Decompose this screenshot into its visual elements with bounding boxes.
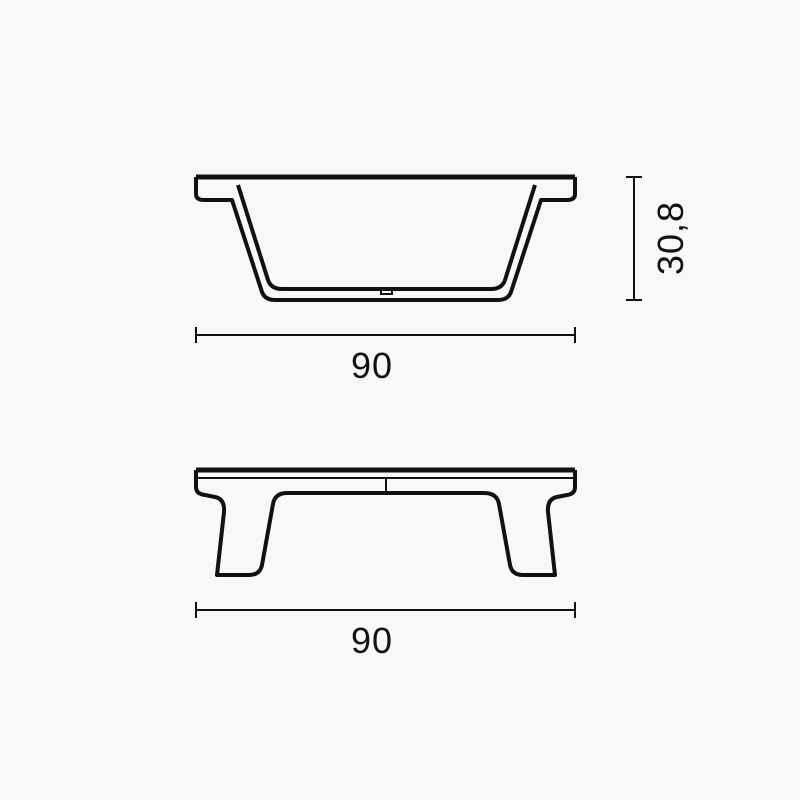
dim-top-height: 30,8 bbox=[626, 177, 691, 300]
dim-front-width-label: 90 bbox=[351, 620, 393, 661]
top-inner-profile bbox=[238, 185, 535, 289]
view-top bbox=[196, 177, 575, 300]
view-front bbox=[196, 470, 575, 575]
dim-top-width-label: 90 bbox=[351, 345, 393, 386]
dim-top-height-label: 30,8 bbox=[650, 201, 691, 275]
dim-top-width: 90 bbox=[196, 327, 575, 386]
technical-drawing: 90 30,8 90 bbox=[0, 0, 800, 800]
dim-front-width: 90 bbox=[196, 602, 575, 661]
